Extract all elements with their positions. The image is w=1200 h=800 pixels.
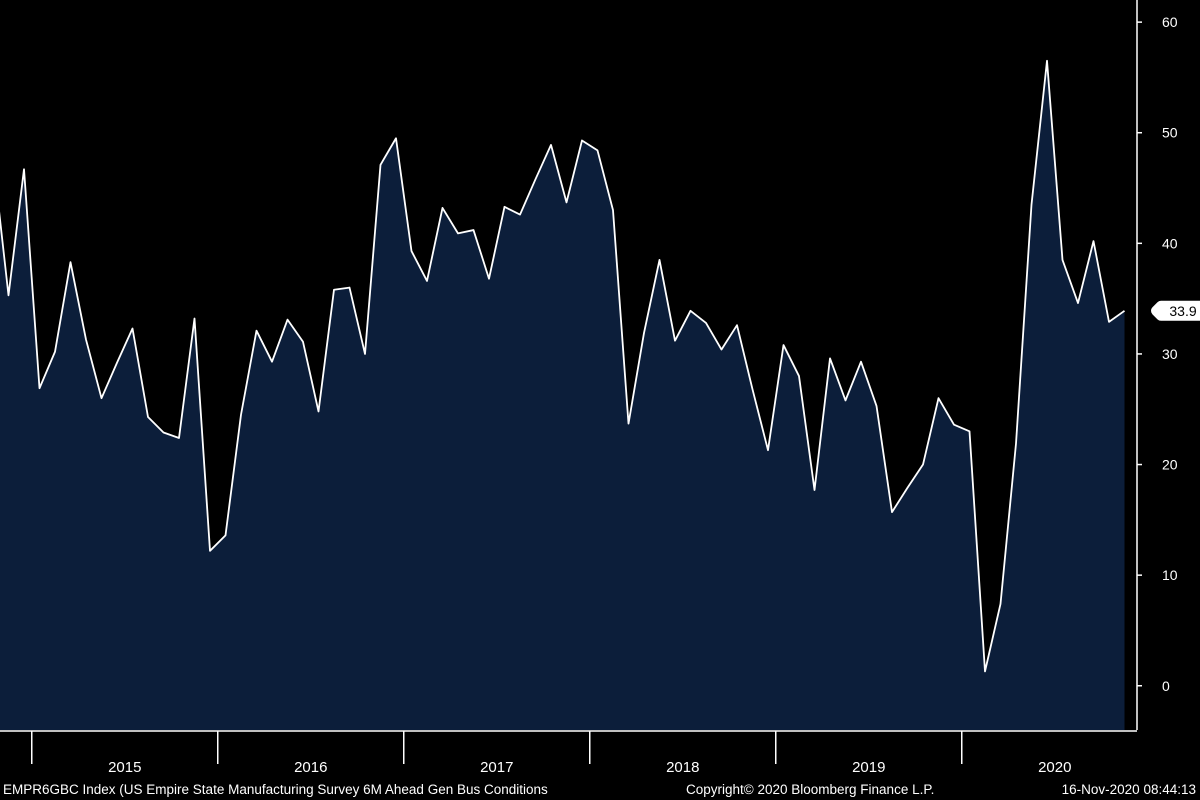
y-tick-label-10: 10 — [1162, 567, 1178, 583]
y-tick-label-0: 0 — [1162, 678, 1170, 694]
x-tick-label-2018: 2018 — [666, 759, 699, 776]
x-tick-label-2019: 2019 — [852, 759, 885, 776]
x-tick-label-2016: 2016 — [294, 759, 327, 776]
y-tick-label-50: 50 — [1162, 125, 1178, 141]
timestamp: 16-Nov-2020 08:44:13 — [1062, 782, 1196, 797]
x-tick-label-2020: 2020 — [1038, 759, 1071, 776]
y-tick-label-20: 20 — [1162, 457, 1178, 473]
footer: EMPR6GBC Index (US Empire State Manufact… — [3, 782, 1196, 797]
series-line — [0, 59, 1126, 673]
last-value-label: 33.9 — [1151, 300, 1200, 321]
series-area-fill — [0, 60, 1125, 730]
copyright-notice: Copyright© 2020 Bloomberg Finance L.P. — [686, 782, 934, 797]
y-tick-label-60: 60 — [1162, 14, 1178, 30]
y-tick-label-30: 30 — [1162, 346, 1178, 362]
x-axis: 2015 2016 2017 2018 2019 2020 — [0, 730, 1137, 776]
last-value-text: 33.9 — [1169, 303, 1196, 319]
x-tick-label-2017: 2017 — [480, 759, 513, 776]
y-axis: 0 10 20 30 40 50 60 — [1136, 0, 1178, 730]
y-tick-label-40: 40 — [1162, 235, 1178, 251]
index-description: EMPR6GBC Index (US Empire State Manufact… — [3, 782, 548, 797]
x-tick-label-2015: 2015 — [108, 759, 141, 776]
last-value-flag — [1151, 300, 1200, 321]
